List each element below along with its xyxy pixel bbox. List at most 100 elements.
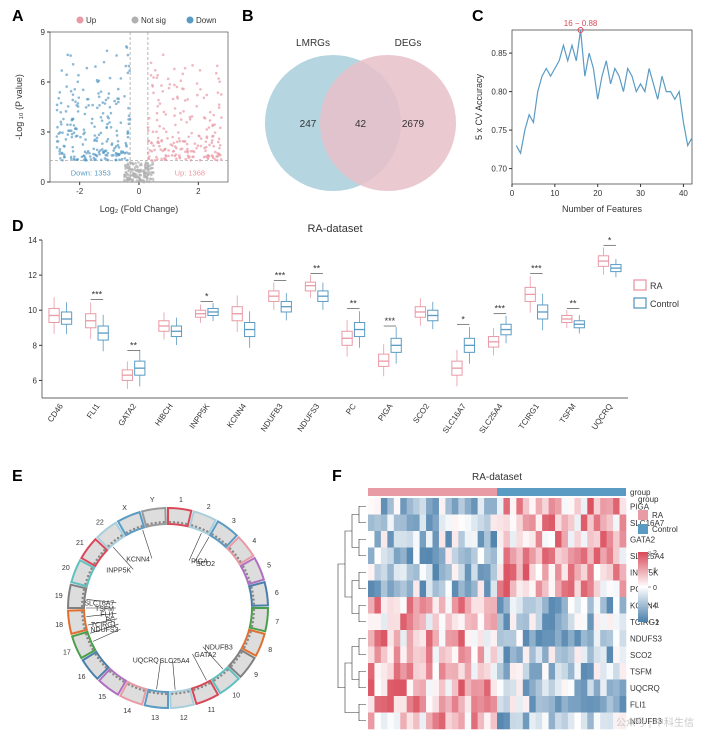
svg-text:UQCRQ: UQCRQ bbox=[590, 402, 614, 432]
svg-text:8: 8 bbox=[33, 341, 38, 350]
svg-text:3: 3 bbox=[41, 128, 46, 137]
svg-text:Log₂ (Fold Change): Log₂ (Fold Change) bbox=[100, 204, 179, 214]
cv-accuracy-plot: 0 10 20 30 40 0.70 0.75 0.80 0.85 16 − 0.88 Number… bbox=[468, 8, 700, 218]
svg-text:12: 12 bbox=[28, 271, 37, 280]
svg-text:DEGs: DEGs bbox=[395, 38, 422, 49]
boxplot-panel: RA-dataset68101214CD46***FLI1**GATA2HIBC… bbox=[8, 218, 700, 468]
svg-text:10: 10 bbox=[232, 692, 240, 699]
svg-text:-2: -2 bbox=[653, 620, 659, 627]
svg-text:***: *** bbox=[385, 316, 396, 326]
watermark: 公众号 | 中科生信 bbox=[616, 714, 694, 729]
svg-text:14: 14 bbox=[123, 708, 131, 715]
svg-text:*: * bbox=[205, 291, 209, 301]
svg-text:247: 247 bbox=[300, 119, 317, 130]
svg-text:NDUFB3: NDUFB3 bbox=[205, 645, 233, 652]
panel-e: E 12345678910111213141516171819202122XYP… bbox=[8, 468, 328, 735]
svg-text:NDUFS3: NDUFS3 bbox=[90, 627, 118, 634]
svg-text:2: 2 bbox=[207, 504, 211, 511]
svg-text:17: 17 bbox=[63, 649, 71, 656]
svg-text:NDUFS3: NDUFS3 bbox=[630, 635, 663, 644]
panel-b: B LMRGsDEGs247422679 bbox=[238, 8, 468, 218]
svg-text:16: 16 bbox=[78, 674, 86, 681]
svg-text:Number of Features: Number of Features bbox=[562, 204, 643, 214]
svg-text:CD46: CD46 bbox=[46, 402, 65, 424]
svg-text:**: ** bbox=[570, 298, 578, 308]
svg-text:0: 0 bbox=[653, 585, 657, 592]
svg-text:16 − 0.88: 16 − 0.88 bbox=[564, 19, 598, 28]
panel-a-label: A bbox=[12, 8, 24, 26]
svg-text:GATA2: GATA2 bbox=[116, 402, 138, 428]
svg-text:RA: RA bbox=[650, 281, 663, 291]
svg-text:5 x CV Accuracy: 5 x CV Accuracy bbox=[474, 73, 484, 140]
svg-text:0.70: 0.70 bbox=[491, 165, 507, 174]
panel-d: D RA-dataset68101214CD46***FLI1**GATA2HI… bbox=[8, 218, 700, 468]
venn-diagram: LMRGs DEGs 247 42 2679 bbox=[238, 8, 468, 218]
svg-text:FLI1: FLI1 bbox=[85, 402, 102, 421]
svg-text:***: *** bbox=[275, 270, 286, 280]
svg-text:6: 6 bbox=[41, 78, 46, 87]
panel-e-label: E bbox=[12, 468, 23, 486]
circos-plot: 12345678910111213141516171819202122XYPIG… bbox=[8, 468, 328, 735]
svg-text:X: X bbox=[122, 505, 127, 512]
svg-text:TSFM: TSFM bbox=[558, 402, 578, 425]
svg-text:**: ** bbox=[130, 341, 138, 351]
svg-text:***: *** bbox=[92, 290, 103, 300]
svg-text:9: 9 bbox=[41, 28, 46, 37]
svg-text:NDUFB3: NDUFB3 bbox=[259, 402, 285, 434]
svg-text:Control: Control bbox=[650, 299, 679, 309]
svg-text:18: 18 bbox=[55, 622, 63, 629]
svg-text:Not sig: Not sig bbox=[141, 16, 166, 25]
panel-c-label: C bbox=[472, 8, 484, 26]
panel-f: F RA-datasetgroupPIGASLC16A7GATA2SLC25A4… bbox=[328, 468, 700, 735]
svg-text:42: 42 bbox=[355, 119, 367, 130]
svg-text:*: * bbox=[608, 235, 612, 245]
figure-grid: A UpNot sigDown-2020369Down: 1353Up: 136… bbox=[8, 8, 700, 735]
svg-text:0.80: 0.80 bbox=[491, 88, 507, 97]
heatmap: RA-datasetgroupPIGASLC16A7GATA2SLC25A4IN… bbox=[328, 468, 700, 735]
svg-text:13: 13 bbox=[151, 715, 159, 722]
svg-text:PIGA: PIGA bbox=[376, 401, 395, 422]
svg-text:***: *** bbox=[531, 263, 542, 273]
svg-text:8: 8 bbox=[268, 647, 272, 654]
svg-text:40: 40 bbox=[679, 189, 688, 198]
svg-text:0: 0 bbox=[137, 187, 142, 196]
svg-text:11: 11 bbox=[208, 707, 215, 714]
svg-text:21: 21 bbox=[76, 540, 84, 547]
svg-text:PC: PC bbox=[344, 402, 358, 416]
svg-text:TSFM: TSFM bbox=[630, 668, 652, 677]
svg-text:0.75: 0.75 bbox=[491, 126, 507, 135]
svg-text:12: 12 bbox=[180, 715, 188, 722]
svg-text:2679: 2679 bbox=[402, 119, 425, 130]
svg-text:30: 30 bbox=[636, 189, 645, 198]
svg-text:22: 22 bbox=[96, 520, 104, 527]
svg-text:-Log ₁₀ (P value): -Log ₁₀ (P value) bbox=[14, 74, 24, 140]
svg-text:RA-dataset: RA-dataset bbox=[307, 223, 362, 235]
svg-text:UQCRQ: UQCRQ bbox=[133, 657, 160, 664]
svg-text:0.85: 0.85 bbox=[491, 49, 507, 58]
svg-text:HIBCH: HIBCH bbox=[153, 402, 175, 428]
svg-text:GATA2: GATA2 bbox=[194, 652, 216, 659]
svg-text:KCNN4: KCNN4 bbox=[126, 557, 150, 564]
svg-text:15: 15 bbox=[98, 694, 106, 701]
svg-text:5: 5 bbox=[267, 563, 271, 570]
svg-text:20: 20 bbox=[593, 189, 602, 198]
panel-f-label: F bbox=[332, 468, 342, 486]
svg-text:Down: 1353: Down: 1353 bbox=[71, 168, 111, 177]
svg-text:6: 6 bbox=[33, 376, 38, 385]
svg-text:Down: Down bbox=[196, 16, 216, 25]
svg-text:**: ** bbox=[313, 263, 321, 273]
svg-text:SLC25A4: SLC25A4 bbox=[160, 658, 190, 665]
svg-text:1: 1 bbox=[653, 568, 657, 575]
svg-text:10: 10 bbox=[550, 189, 559, 198]
panel-d-label: D bbox=[12, 218, 24, 236]
svg-text:SLC16A7: SLC16A7 bbox=[441, 402, 468, 436]
svg-text:SCO2: SCO2 bbox=[411, 402, 431, 425]
svg-text:1: 1 bbox=[179, 497, 183, 504]
svg-text:10: 10 bbox=[28, 306, 37, 315]
volcano-plot: UpNot sigDown-2020369Down: 1353Up: 1368L… bbox=[8, 8, 238, 218]
svg-text:0: 0 bbox=[510, 189, 515, 198]
svg-text:FLI1: FLI1 bbox=[630, 701, 647, 710]
svg-text:19: 19 bbox=[55, 593, 63, 600]
svg-text:LMRGs: LMRGs bbox=[296, 38, 330, 49]
svg-text:Y: Y bbox=[150, 497, 155, 504]
